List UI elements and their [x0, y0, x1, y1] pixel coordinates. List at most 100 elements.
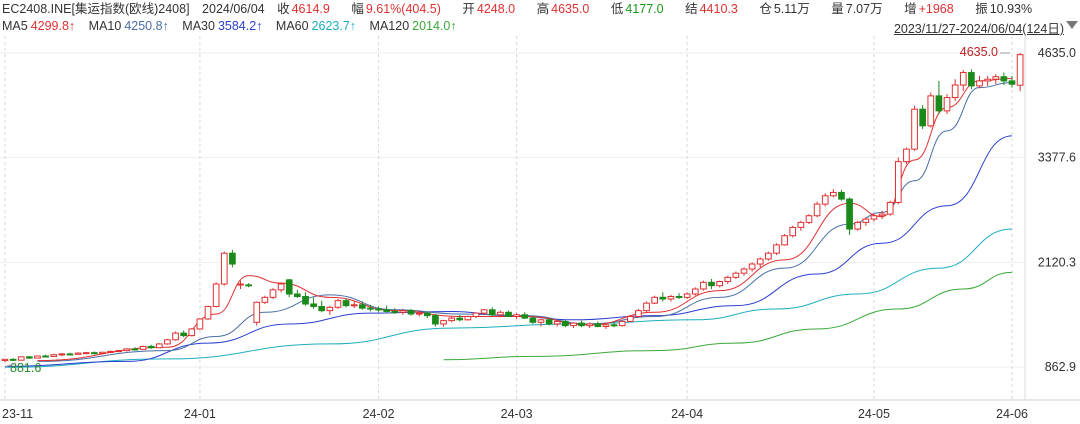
ma-legend: MA5 4299.8↑ MA10 4250.8↑ MA30 3584.2↑ MA60 2…: [2, 17, 467, 35]
candle-body: [562, 320, 569, 327]
candle-body: [846, 198, 853, 230]
quote-header: EC2408.INE[集运指数(欧线)2408] 2024/06/04 收 461…: [2, 0, 1050, 18]
candle-body: [708, 281, 715, 287]
candle-body: [643, 302, 650, 312]
candle-body: [188, 328, 196, 337]
candle-body: [220, 252, 228, 285]
candle-body: [594, 323, 602, 327]
candle-body: [50, 354, 58, 357]
ma30-legend[interactable]: MA30 3584.2↑: [182, 19, 263, 33]
candle-body: [716, 281, 723, 287]
settle-price: 结 4410.3: [685, 2, 738, 16]
candle-body: [342, 300, 350, 307]
candle-body: [724, 276, 732, 283]
candle-body: [903, 148, 910, 163]
candle-body: [34, 355, 41, 359]
ma60-legend[interactable]: MA60 2623.7↑: [275, 19, 357, 33]
ma120-legend[interactable]: MA120 2014.0↑: [369, 19, 457, 33]
candle-body: [659, 296, 667, 300]
candle-body: [82, 352, 90, 355]
oi-increase: 增 +1968: [904, 2, 954, 16]
candle-body: [976, 80, 983, 87]
candle-body: [878, 213, 886, 217]
candle-body: [862, 218, 870, 223]
date-range[interactable]: 2023/11/27-2024/06/04(124日): [893, 22, 1064, 36]
change-percent: 幅 9.61%(404.5): [351, 2, 441, 16]
candle-body: [383, 309, 391, 312]
candle-body: [1008, 80, 1016, 85]
ma5-legend[interactable]: MA5 4299.8↑: [2, 19, 76, 33]
candle-body: [229, 252, 236, 265]
volume: 量 7.07万: [831, 2, 883, 16]
candle-body: [740, 268, 748, 274]
candle-body: [959, 72, 967, 86]
candle-body: [545, 319, 553, 325]
amplitude: 振 10.93%: [975, 2, 1033, 16]
candle-body: [480, 309, 488, 314]
dropdown-triangle-icon[interactable]: [1066, 21, 1078, 29]
y-tick-label: 862.9: [1045, 360, 1076, 374]
open-interest: 仓 5.11万: [759, 2, 810, 16]
candle-body: [578, 322, 585, 327]
x-tick-label: 24-01: [184, 407, 216, 421]
candle-body: [310, 303, 317, 307]
candle-body: [440, 320, 447, 325]
candle-body: [765, 252, 772, 260]
candle-body: [26, 356, 33, 359]
candle-body: [172, 332, 179, 341]
candle-body: [700, 281, 707, 290]
candle-body: [464, 315, 472, 321]
candle-body: [66, 353, 74, 356]
candle-body: [943, 97, 951, 112]
candle-body: [586, 323, 594, 327]
candle-body: [90, 352, 98, 355]
candle-body: [935, 95, 943, 112]
candle-body: [821, 195, 829, 205]
candle-body: [456, 317, 464, 321]
candle-body: [350, 304, 358, 307]
candle-body: [789, 226, 797, 237]
x-tick-label: 23-11: [2, 407, 33, 421]
candle-body: [415, 312, 423, 315]
candle-body: [204, 305, 212, 320]
candle-body: [813, 203, 821, 217]
y-tick-label: 3377.6: [1038, 151, 1076, 165]
low-price: 低 4177.0: [610, 2, 664, 16]
candle-body: [212, 283, 220, 307]
candle-body: [984, 78, 991, 82]
candle-body: [245, 284, 252, 287]
ma10-legend[interactable]: MA10 4250.8↑: [88, 19, 169, 33]
candle-body: [367, 307, 374, 310]
x-tick-label: 24-06: [996, 407, 1028, 421]
candle-body: [9, 358, 17, 361]
candle-body: [334, 300, 342, 308]
open-price: 开 4248.0: [462, 2, 516, 16]
candle-body: [423, 312, 431, 317]
candle-body: [1016, 54, 1024, 86]
candle-body: [870, 215, 878, 220]
candle-body: [570, 322, 577, 327]
candle-body: [805, 215, 813, 223]
x-tick-label: 24-05: [858, 407, 890, 421]
candle-body: [180, 332, 188, 337]
candle-body: [123, 348, 131, 352]
candle-body: [302, 295, 309, 305]
candle-body: [139, 345, 147, 350]
candle-body: [927, 95, 935, 127]
candle-body: [107, 350, 114, 353]
candle-body: [399, 310, 407, 313]
candle-body: [968, 72, 975, 87]
candle-body: [294, 293, 301, 297]
candle-body: [854, 221, 862, 230]
candle-body: [99, 351, 106, 355]
candle-body: [448, 317, 455, 322]
candle-body: [432, 315, 439, 325]
symbol-name[interactable]: EC2408.INE[集运指数(欧线)2408]: [2, 2, 190, 16]
low-annotation-arrow: [4, 362, 17, 368]
candle-body: [42, 355, 49, 358]
high-price: 高 4635.0: [536, 2, 590, 16]
candle-body: [675, 295, 683, 298]
candle-body: [505, 311, 512, 317]
candle-body: [651, 296, 659, 304]
